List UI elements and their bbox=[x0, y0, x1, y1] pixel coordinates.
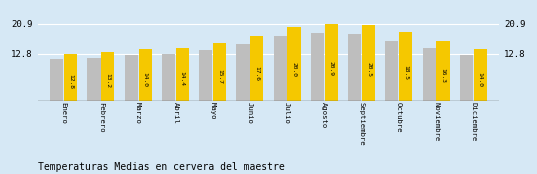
Bar bbox=[325, 23, 338, 101]
Bar bbox=[348, 34, 361, 101]
Text: Temperaturas Medias en cervera del maestre: Temperaturas Medias en cervera del maest… bbox=[38, 162, 284, 172]
Bar bbox=[287, 27, 301, 101]
Bar bbox=[125, 55, 138, 101]
Bar bbox=[176, 48, 189, 101]
Bar bbox=[236, 44, 250, 101]
Bar bbox=[474, 49, 487, 101]
Bar bbox=[274, 36, 287, 101]
Bar bbox=[139, 49, 151, 101]
Text: 14.4: 14.4 bbox=[180, 71, 185, 86]
Text: 14.0: 14.0 bbox=[142, 72, 148, 87]
Bar bbox=[423, 48, 436, 101]
Bar bbox=[362, 25, 375, 101]
Text: 20.9: 20.9 bbox=[329, 61, 334, 76]
Text: 15.7: 15.7 bbox=[217, 69, 222, 84]
Bar bbox=[64, 54, 77, 101]
Bar bbox=[386, 41, 398, 101]
Text: 20.0: 20.0 bbox=[292, 62, 296, 77]
Text: 16.3: 16.3 bbox=[440, 68, 446, 83]
Bar bbox=[399, 32, 412, 101]
Text: 20.5: 20.5 bbox=[366, 62, 371, 77]
Bar bbox=[311, 33, 324, 101]
Bar bbox=[162, 54, 175, 101]
Bar bbox=[437, 41, 449, 101]
Bar bbox=[199, 50, 212, 101]
Text: 13.2: 13.2 bbox=[105, 73, 110, 88]
Text: 17.6: 17.6 bbox=[254, 66, 259, 81]
Bar bbox=[250, 36, 263, 101]
Text: 14.0: 14.0 bbox=[478, 72, 483, 87]
Bar bbox=[88, 58, 100, 101]
Text: 12.8: 12.8 bbox=[68, 74, 73, 89]
Bar bbox=[50, 59, 63, 101]
Text: 18.5: 18.5 bbox=[403, 65, 408, 80]
Bar bbox=[213, 43, 226, 101]
Bar bbox=[460, 55, 473, 101]
Bar bbox=[101, 52, 114, 101]
